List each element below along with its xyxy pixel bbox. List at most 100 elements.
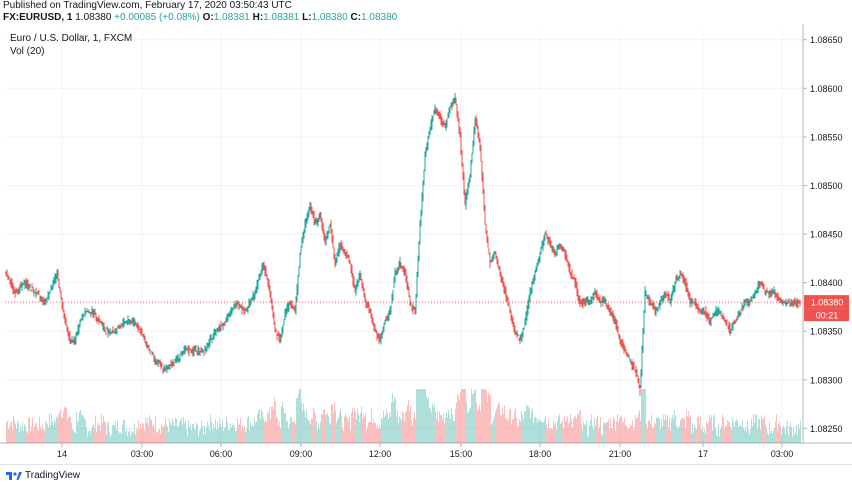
volume-bar — [461, 389, 462, 443]
data-point — [774, 291, 776, 293]
volume-bar — [435, 411, 436, 443]
volume-bar — [498, 402, 499, 443]
volume-bar — [800, 420, 801, 443]
data-point — [74, 340, 76, 342]
volume-bar — [202, 425, 203, 443]
volume-bar — [145, 417, 146, 443]
volume-bar — [303, 403, 304, 443]
volume-bar — [630, 423, 631, 443]
volume-bar — [206, 427, 207, 443]
x-tick-label: 03:00 — [131, 449, 154, 459]
data-point — [429, 126, 431, 128]
chart-area[interactable]: 1.08650 1.08600 1.08550 1.08500 1.08450 1.084… — [0, 24, 852, 464]
volume-bar — [406, 410, 407, 443]
data-point — [579, 301, 581, 303]
volume-bar — [704, 429, 705, 443]
volume-bar — [110, 436, 111, 443]
volume-bar — [476, 402, 477, 443]
volume-bar — [269, 407, 270, 443]
volume-bar — [113, 425, 114, 443]
volume-bar — [94, 427, 95, 443]
volume-bar — [592, 426, 593, 443]
volume-bar — [190, 425, 191, 443]
volume-bar — [21, 429, 22, 443]
data-point — [714, 311, 716, 313]
volume-bar — [296, 398, 297, 443]
volume-bar — [561, 422, 562, 443]
volume-bar — [733, 422, 734, 443]
volume-bar — [436, 418, 437, 443]
volume-bar — [106, 434, 107, 443]
volume-bar — [370, 421, 371, 443]
volume-bar — [724, 429, 725, 443]
y-tick-label: 1.08450 — [810, 230, 843, 240]
volume-bar — [244, 426, 245, 443]
volume-bar — [108, 421, 109, 443]
volume-bar — [361, 406, 362, 443]
data-point — [464, 204, 466, 206]
volume-bar — [479, 404, 480, 443]
volume-bar — [483, 389, 484, 443]
data-point — [24, 282, 26, 284]
volume-bar — [259, 409, 260, 443]
data-point — [449, 107, 451, 109]
volume-bar — [338, 417, 339, 443]
volume-bar — [35, 424, 36, 443]
volume-bar — [745, 427, 746, 443]
data-point — [549, 243, 551, 245]
volume-bar — [502, 407, 503, 443]
volume-bar — [264, 422, 265, 443]
volume-bar — [139, 429, 140, 443]
volume-bar — [379, 425, 380, 443]
volume-bar — [727, 420, 728, 443]
volume-bar — [508, 419, 509, 443]
data-point — [504, 291, 506, 293]
volume-bar — [708, 422, 709, 443]
volume-bar — [775, 421, 776, 443]
volume-bar — [165, 418, 166, 443]
volume-bar — [302, 410, 303, 443]
data-point — [634, 369, 636, 371]
volume-bar — [604, 423, 605, 443]
volume-bar — [249, 430, 250, 443]
volume-bar — [707, 423, 708, 443]
volume-bar — [623, 421, 624, 443]
volume-bar — [353, 417, 354, 443]
volume-bar — [143, 423, 144, 443]
volume-bar — [440, 415, 441, 443]
volume-bar — [291, 418, 292, 443]
volume-bar — [169, 418, 170, 443]
volume-bar — [229, 429, 230, 443]
price-change: +0.00085 (+0.08%) — [114, 12, 200, 23]
volume-bar — [182, 424, 183, 443]
volume-bar — [219, 418, 220, 443]
volume-bar — [718, 423, 719, 443]
volume-bar — [450, 418, 451, 443]
data-point — [629, 359, 631, 361]
data-point — [729, 330, 731, 332]
volume-bar — [528, 406, 529, 443]
volume-bar — [776, 414, 777, 443]
tradingview-brand[interactable]: TradingView — [6, 470, 80, 481]
volume-bar — [310, 423, 311, 443]
volume-bar — [418, 389, 419, 443]
volume-bar — [186, 429, 187, 443]
volume-bar — [574, 418, 575, 443]
volume-bar — [415, 419, 416, 443]
data-point — [4, 272, 6, 274]
volume-bar — [703, 432, 704, 443]
legend-title: Euro / U.S. Dollar, 1, FXCM — [10, 33, 133, 44]
volume-bar — [654, 422, 655, 443]
volume-bar — [444, 423, 445, 443]
volume-bar — [141, 428, 142, 443]
volume-bar — [175, 417, 176, 443]
volume-bar — [495, 412, 496, 443]
volume-bar — [516, 417, 517, 443]
volume-bar — [300, 389, 301, 443]
volume-bar — [276, 417, 277, 443]
volume-bar — [798, 424, 799, 443]
volume-bar — [408, 399, 409, 443]
volume-bar — [295, 424, 296, 443]
volume-bar — [522, 415, 523, 443]
price-chart[interactable]: 1.08650 1.08600 1.08550 1.08500 1.08450 1.084… — [0, 24, 852, 464]
